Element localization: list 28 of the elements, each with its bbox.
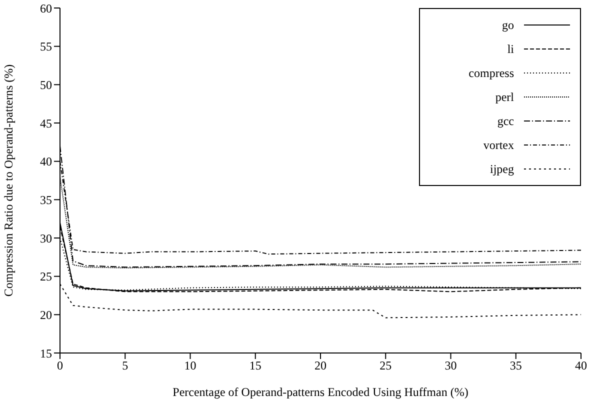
x-tick-label: 0 xyxy=(57,358,63,373)
y-tick-label: 55 xyxy=(40,40,52,54)
x-tick-label: 40 xyxy=(575,358,587,373)
x-tick-label: 20 xyxy=(314,358,326,373)
x-axis-title: Percentage of Operand-patterns Encoded Using Huffman (%) xyxy=(172,385,468,399)
legend-label: li xyxy=(507,42,514,56)
x-tick-label: 30 xyxy=(444,358,457,373)
legend-label: go xyxy=(502,18,514,32)
x-tick-label: 5 xyxy=(122,358,128,373)
legend-label: gcc xyxy=(497,114,514,128)
y-tick-label: 35 xyxy=(40,192,52,207)
y-axis-title: Compression Ratio due to Operand-patterns (%) xyxy=(1,64,16,297)
x-tick-label: 25 xyxy=(380,358,392,373)
x-tick-label: 35 xyxy=(510,358,522,373)
legend-label: vortex xyxy=(483,138,514,152)
y-tick-label: 25 xyxy=(40,270,52,284)
x-tick-label: 15 xyxy=(249,358,262,373)
y-tick-label: 40 xyxy=(40,154,52,169)
y-tick-label: 50 xyxy=(40,78,52,92)
x-tick-label: 10 xyxy=(184,358,196,373)
legend-label: compress xyxy=(468,66,514,80)
y-tick-label: 30 xyxy=(40,231,52,246)
legend-label: ijpeg xyxy=(490,162,514,176)
legend-label: perl xyxy=(495,90,514,104)
y-tick-label: 15 xyxy=(40,346,52,360)
y-tick-label: 60 xyxy=(40,1,52,16)
y-tick-label: 20 xyxy=(40,308,52,322)
y-tick-label: 45 xyxy=(40,116,52,130)
